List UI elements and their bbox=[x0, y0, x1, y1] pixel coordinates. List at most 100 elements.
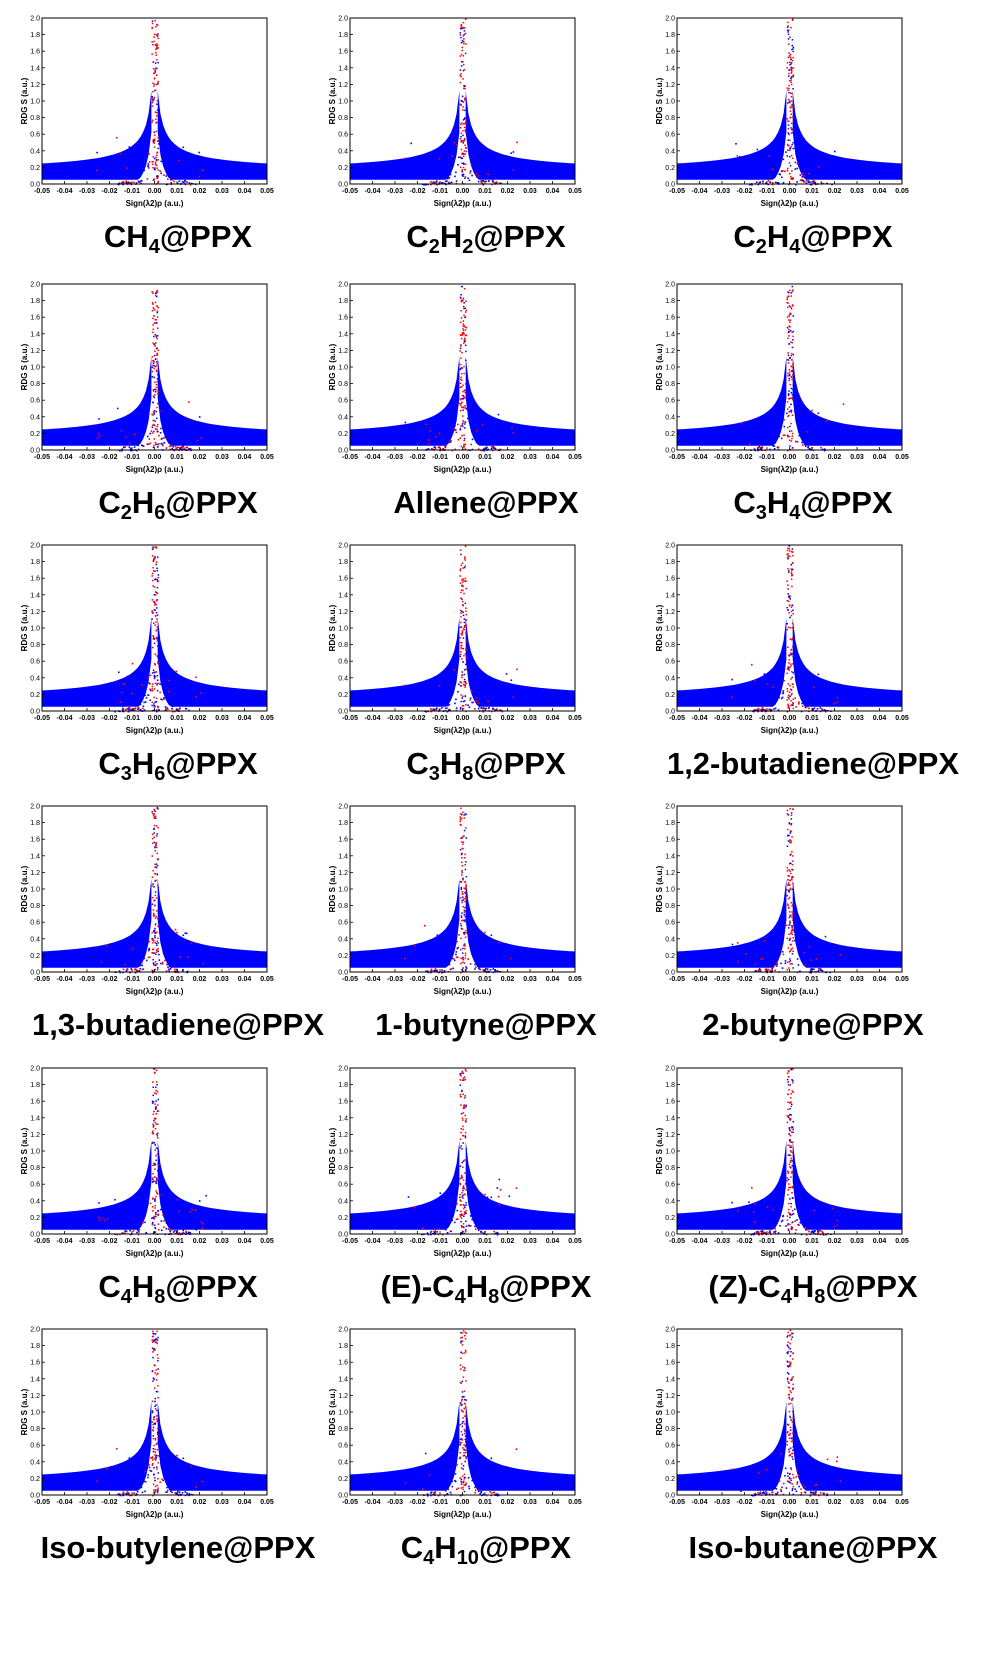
scatter-point bbox=[465, 147, 467, 149]
scatter-point bbox=[757, 970, 760, 972]
scatter-point bbox=[460, 685, 462, 687]
scatter-point bbox=[463, 814, 465, 816]
scatter-point bbox=[158, 959, 161, 961]
scatter-point bbox=[126, 167, 128, 169]
scatter-point bbox=[479, 149, 481, 151]
scatter-point bbox=[157, 947, 159, 950]
scatter-point bbox=[461, 170, 463, 172]
scatter-point bbox=[156, 873, 158, 875]
scatter-point bbox=[134, 968, 137, 971]
scatter-point bbox=[463, 126, 466, 129]
scatter-point bbox=[464, 337, 466, 340]
scatter-point bbox=[460, 386, 463, 388]
scatter-point bbox=[155, 1390, 158, 1393]
scatter-point bbox=[165, 707, 167, 710]
panel-5: 0.0 0.2 0.4 0.6 0.8 1.0 1.2 1.4 1.6 1.8 2.0 -0.05 -0… bbox=[326, 272, 646, 547]
scatter-point bbox=[151, 952, 154, 954]
scatter-point bbox=[802, 172, 804, 175]
scatter-point bbox=[462, 55, 465, 57]
scatter-point bbox=[462, 333, 464, 335]
x-tick-label: 0.04 bbox=[238, 976, 252, 983]
scatter-point bbox=[154, 845, 156, 848]
scatter-point bbox=[449, 173, 452, 176]
y-tick-label: 1.0 bbox=[338, 365, 348, 372]
scatter-point bbox=[119, 152, 121, 155]
scatter-point bbox=[789, 924, 791, 926]
y-tick-label: 1.6 bbox=[338, 1360, 348, 1367]
scatter-point bbox=[787, 1345, 789, 1347]
y-tick-label: 0.6 bbox=[30, 1182, 40, 1189]
scatter-point bbox=[474, 708, 476, 710]
scatter-point bbox=[811, 1206, 814, 1209]
scatter-point bbox=[790, 1479, 792, 1482]
scatter-point bbox=[460, 1340, 462, 1343]
scatter-point bbox=[462, 1396, 464, 1398]
scatter-point bbox=[430, 708, 432, 710]
scatter-point bbox=[790, 840, 792, 842]
scatter-point bbox=[762, 180, 764, 183]
scatter-point bbox=[460, 650, 462, 653]
scatter-point bbox=[786, 29, 789, 32]
scatter-point bbox=[463, 325, 465, 327]
x-tick-label: -0.01 bbox=[759, 1238, 775, 1245]
scatter-point bbox=[836, 1460, 838, 1463]
y-tick-label: 0.0 bbox=[338, 1232, 348, 1239]
scatter-point bbox=[790, 96, 793, 98]
scatter-point bbox=[153, 365, 155, 367]
scatter-point bbox=[489, 1491, 491, 1493]
scatter-point bbox=[115, 1214, 118, 1216]
scatter-point bbox=[163, 698, 165, 700]
scatter-point bbox=[152, 1335, 154, 1338]
scatter-point bbox=[459, 923, 462, 925]
scatter-point bbox=[158, 143, 160, 145]
x-tick-label: 0.05 bbox=[568, 1238, 582, 1245]
scatter-point bbox=[745, 953, 747, 955]
scatter-point bbox=[787, 33, 790, 36]
scatter-point bbox=[791, 71, 793, 73]
scatter-point bbox=[465, 619, 467, 621]
x-tick-label: -0.02 bbox=[737, 454, 753, 461]
scatter-point bbox=[483, 1476, 486, 1479]
scatter-point bbox=[164, 959, 166, 962]
scatter-point bbox=[151, 22, 154, 25]
scatter-point bbox=[178, 961, 181, 964]
x-tick-label: 0.00 bbox=[456, 188, 470, 195]
scatter-point bbox=[486, 1216, 489, 1218]
scatter-point bbox=[98, 418, 100, 420]
scatter-point bbox=[152, 612, 154, 614]
scatter-point bbox=[464, 334, 467, 337]
scatter-point bbox=[755, 970, 758, 972]
plot-frame bbox=[41, 544, 268, 712]
scatter-point bbox=[788, 406, 791, 408]
scatter-point bbox=[814, 1218, 816, 1221]
scatter-point bbox=[824, 448, 826, 450]
scatter-point bbox=[125, 1230, 127, 1232]
scatter-point bbox=[463, 1395, 465, 1398]
scatter-point bbox=[152, 909, 155, 911]
scatter-point bbox=[792, 876, 794, 878]
y-tick-label: 1.4 bbox=[30, 592, 40, 599]
scatter-point bbox=[786, 870, 789, 872]
scatter-point bbox=[781, 170, 784, 172]
scatter-point bbox=[162, 951, 165, 954]
scatter-point bbox=[200, 1483, 203, 1486]
scatter-point bbox=[471, 1479, 473, 1482]
scatter-point bbox=[465, 1351, 467, 1353]
scatter-point bbox=[780, 697, 783, 700]
scatter-point bbox=[801, 176, 804, 178]
scatter-point bbox=[188, 182, 191, 184]
scatter-point bbox=[155, 863, 158, 865]
scatter-point bbox=[461, 1332, 464, 1334]
scatter-point bbox=[791, 604, 794, 607]
scatter-point bbox=[156, 83, 159, 85]
scatter-point bbox=[145, 1232, 147, 1234]
scatter-point bbox=[787, 879, 789, 881]
y-tick-label: 1.0 bbox=[338, 1149, 348, 1156]
scatter-point bbox=[809, 1491, 812, 1493]
scatter-point bbox=[789, 1472, 791, 1475]
scatter-point bbox=[789, 884, 791, 886]
scatter-point bbox=[803, 175, 805, 177]
scatter-point bbox=[790, 564, 792, 566]
scatter-point bbox=[172, 1216, 175, 1219]
scatter-point bbox=[791, 366, 793, 368]
